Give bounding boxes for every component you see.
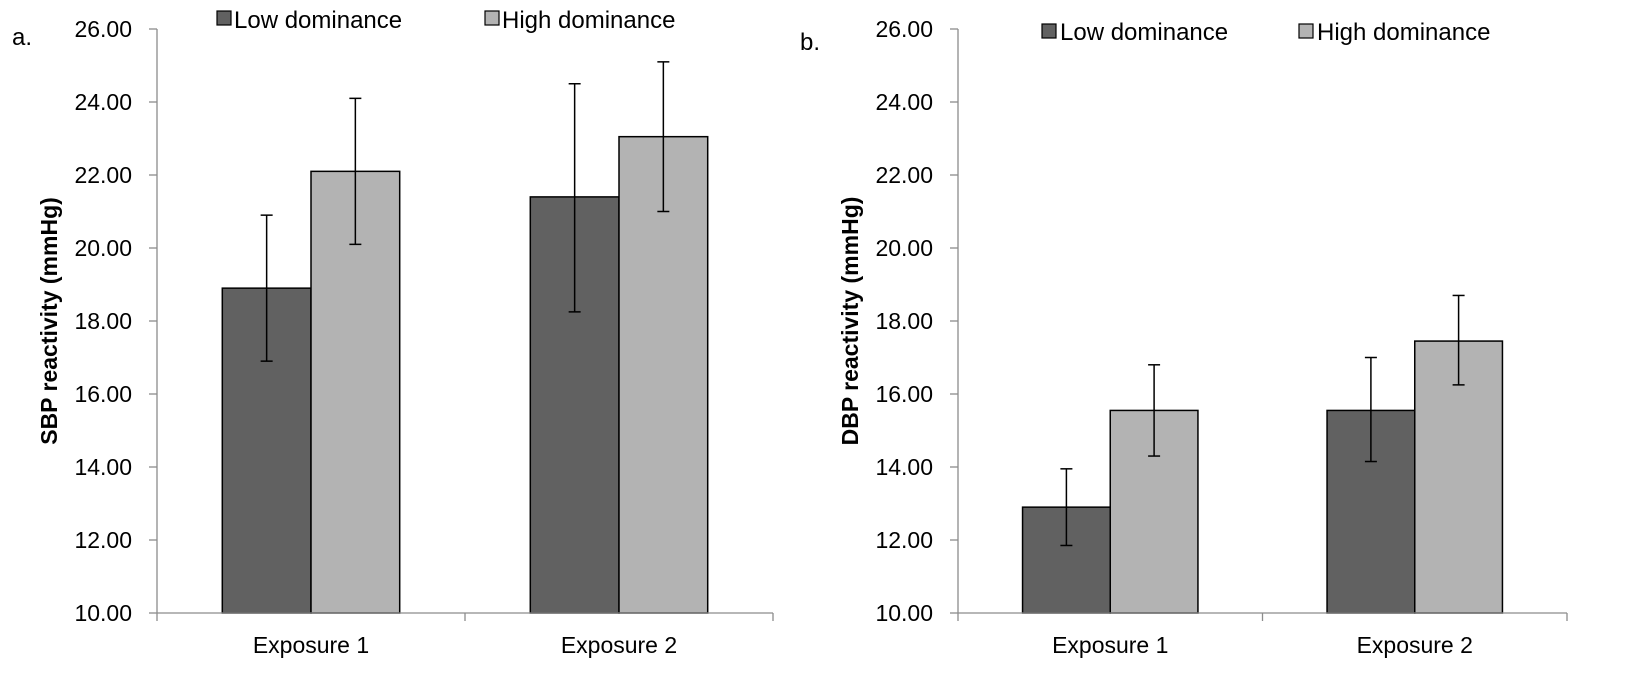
y-tick-label: 20.00: [875, 235, 933, 261]
legend-label: High dominance: [1317, 19, 1490, 46]
y-tick-label: 12.00: [875, 527, 933, 553]
legend-label: Low dominance: [234, 7, 402, 34]
y-tick-label: 12.00: [74, 527, 132, 553]
y-tick-label: 26.00: [875, 16, 933, 42]
y-tick-label: 24.00: [875, 89, 933, 115]
y-tick-label: 14.00: [875, 454, 933, 480]
y-tick-label: 24.00: [74, 89, 132, 115]
y-tick-label: 10.00: [74, 600, 132, 626]
legend-swatch: [1041, 23, 1057, 39]
x-category-label: Exposure 1: [253, 632, 369, 658]
y-tick-label: 20.00: [74, 235, 132, 261]
legend-swatch: [484, 10, 500, 26]
legend-label: Low dominance: [1060, 19, 1228, 46]
legend-swatch: [216, 10, 232, 26]
y-tick-label: 14.00: [74, 454, 132, 480]
y-tick-label: 22.00: [875, 162, 933, 188]
x-category-label: Exposure 2: [561, 632, 677, 658]
y-tick-label: 16.00: [74, 381, 132, 407]
legend-label: High dominance: [502, 7, 675, 34]
legend-swatch: [1298, 23, 1314, 39]
y-axis-title: SBP reactivity (mmHg): [36, 197, 62, 445]
panel-label: b.: [800, 29, 820, 56]
y-tick-label: 18.00: [74, 308, 132, 334]
bar: [1414, 340, 1504, 614]
x-category-label: Exposure 2: [1357, 632, 1473, 658]
y-tick-label: 22.00: [74, 162, 132, 188]
y-axis-title: DBP reactivity (mmHg): [837, 197, 863, 446]
y-tick-label: 18.00: [875, 308, 933, 334]
y-tick-label: 10.00: [875, 600, 933, 626]
x-category-label: Exposure 1: [1052, 632, 1168, 658]
chart-panel-a: a. 10.00 12.00 14.00 16.00 18.00 20.00 22.00 24.…: [12, 7, 774, 658]
bar: [618, 135, 709, 614]
y-tick-label: 16.00: [875, 381, 933, 407]
y-tick-label: 26.00: [74, 16, 132, 42]
panel-label: a.: [12, 24, 32, 51]
chart-panel-b: b. 10.00 12.00 14.00 16.00 18.00 20.00 22.00 24.…: [800, 16, 1568, 658]
